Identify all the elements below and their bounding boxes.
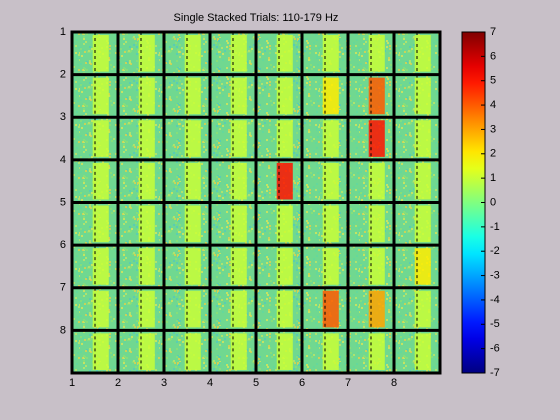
panel-hotspot: [138, 35, 155, 72]
panel-hotspot: [276, 35, 293, 72]
panel-hotspot: [138, 333, 155, 370]
panel-hotspot: [414, 248, 431, 285]
colorbar-tick-label: -7: [490, 367, 500, 379]
panel-hotspot: [322, 248, 339, 285]
panel-hotspot: [368, 120, 385, 157]
panel-hotspot: [138, 162, 155, 200]
panel-hotspot: [322, 290, 339, 328]
x-tick-label: 3: [161, 377, 167, 389]
panel-hotspot: [414, 162, 431, 200]
panel-hotspot: [276, 162, 293, 200]
colorbar-tick-label: -3: [490, 269, 500, 281]
panel-hotspot: [414, 120, 431, 157]
panel-hotspot: [368, 205, 385, 243]
y-tick-label: 6: [60, 239, 66, 251]
panel-hotspot: [184, 162, 201, 200]
panel-hotspot: [230, 248, 247, 285]
x-tick-label: 6: [299, 377, 305, 389]
panel-hotspot: [276, 290, 293, 328]
panel-hotspot: [230, 35, 247, 72]
colorbar-tick-label: -2: [490, 245, 500, 257]
panel-hotspot: [138, 205, 155, 243]
colorbar-tick-label: 1: [490, 172, 496, 184]
colorbar-tick-label: 4: [490, 99, 496, 111]
panel-hotspot: [276, 248, 293, 285]
colorbar-tick-label: 6: [490, 50, 496, 62]
panel-hotspot: [184, 77, 201, 115]
x-tick-label: 2: [115, 377, 121, 389]
colorbar-tick-label: 5: [490, 75, 496, 87]
panel-hotspot: [368, 77, 385, 115]
panel-hotspot: [184, 248, 201, 285]
panel-hotspot: [322, 205, 339, 243]
y-tick-label: 3: [60, 111, 66, 123]
x-tick-label: 1: [69, 377, 75, 389]
colorbar-tick-label: 0: [490, 196, 496, 208]
y-tick-label: 1: [60, 26, 66, 38]
panel-hotspot: [92, 248, 109, 285]
panel-hotspot: [276, 77, 293, 115]
plot-border: [70, 30, 442, 375]
x-tick-label: 5: [253, 377, 259, 389]
panel-hotspot: [92, 205, 109, 243]
panel-hotspot: [92, 120, 109, 157]
y-tick-label: 2: [60, 69, 66, 81]
panel-hotspot: [138, 290, 155, 328]
panel-hotspot: [92, 290, 109, 328]
x-tick-label: 4: [207, 377, 213, 389]
panel-hotspot: [138, 77, 155, 115]
chart-title: Single Stacked Trials: 110-179 Hz: [174, 12, 339, 24]
colorbar-tick-label: -4: [490, 294, 500, 306]
panel-hotspot: [276, 333, 293, 370]
panel-hotspot: [230, 333, 247, 370]
panel-hotspot: [184, 120, 201, 157]
panel-hotspot: [322, 77, 339, 115]
panel-hotspot: [322, 333, 339, 370]
colorbar-tick-label: -5: [490, 318, 500, 330]
panel-hotspot: [230, 162, 247, 200]
colorbar-tick-label: 3: [490, 123, 496, 135]
panel-hotspot: [368, 35, 385, 72]
panel-hotspot: [92, 35, 109, 72]
panel-hotspot: [276, 205, 293, 243]
panel-hotspot: [368, 248, 385, 285]
panel-hotspot: [92, 77, 109, 115]
panel-hotspot: [322, 35, 339, 72]
colorbar-tick-label: -1: [490, 221, 500, 233]
colorbar-tick-label: 7: [490, 26, 496, 38]
panel-hotspot: [138, 248, 155, 285]
panel-hotspot: [368, 290, 385, 328]
y-tick-label: 5: [60, 196, 66, 208]
panel-hotspot: [230, 205, 247, 243]
panel-hotspot: [322, 120, 339, 157]
panel-hotspot: [276, 120, 293, 157]
panel-hotspot: [414, 77, 431, 115]
panel-hotspot: [368, 162, 385, 200]
colorbar-tick-label: 2: [490, 148, 496, 160]
panel-hotspot: [368, 333, 385, 370]
panel-hotspot: [92, 162, 109, 200]
colorbar-tick-label: -6: [490, 343, 500, 355]
panel-hotspot: [184, 290, 201, 328]
panel-hotspot: [92, 333, 109, 370]
panel-hotspot: [322, 162, 339, 200]
x-tick-label: 7: [345, 377, 351, 389]
y-tick-label: 7: [60, 282, 66, 294]
panel-hotspot: [414, 333, 431, 370]
y-tick-label: 4: [60, 154, 66, 166]
panel-hotspot: [230, 120, 247, 157]
y-tick-label: 8: [60, 324, 66, 336]
panel-hotspot: [230, 290, 247, 328]
panel-hotspot: [414, 205, 431, 243]
panel-hotspot: [230, 77, 247, 115]
panel-hotspot: [414, 290, 431, 328]
panel-hotspot: [184, 35, 201, 72]
panel-hotspot: [414, 35, 431, 72]
panel-hotspot: [184, 333, 201, 370]
panel-hotspot: [138, 120, 155, 157]
panel-hotspot: [184, 205, 201, 243]
x-tick-label: 8: [391, 377, 397, 389]
